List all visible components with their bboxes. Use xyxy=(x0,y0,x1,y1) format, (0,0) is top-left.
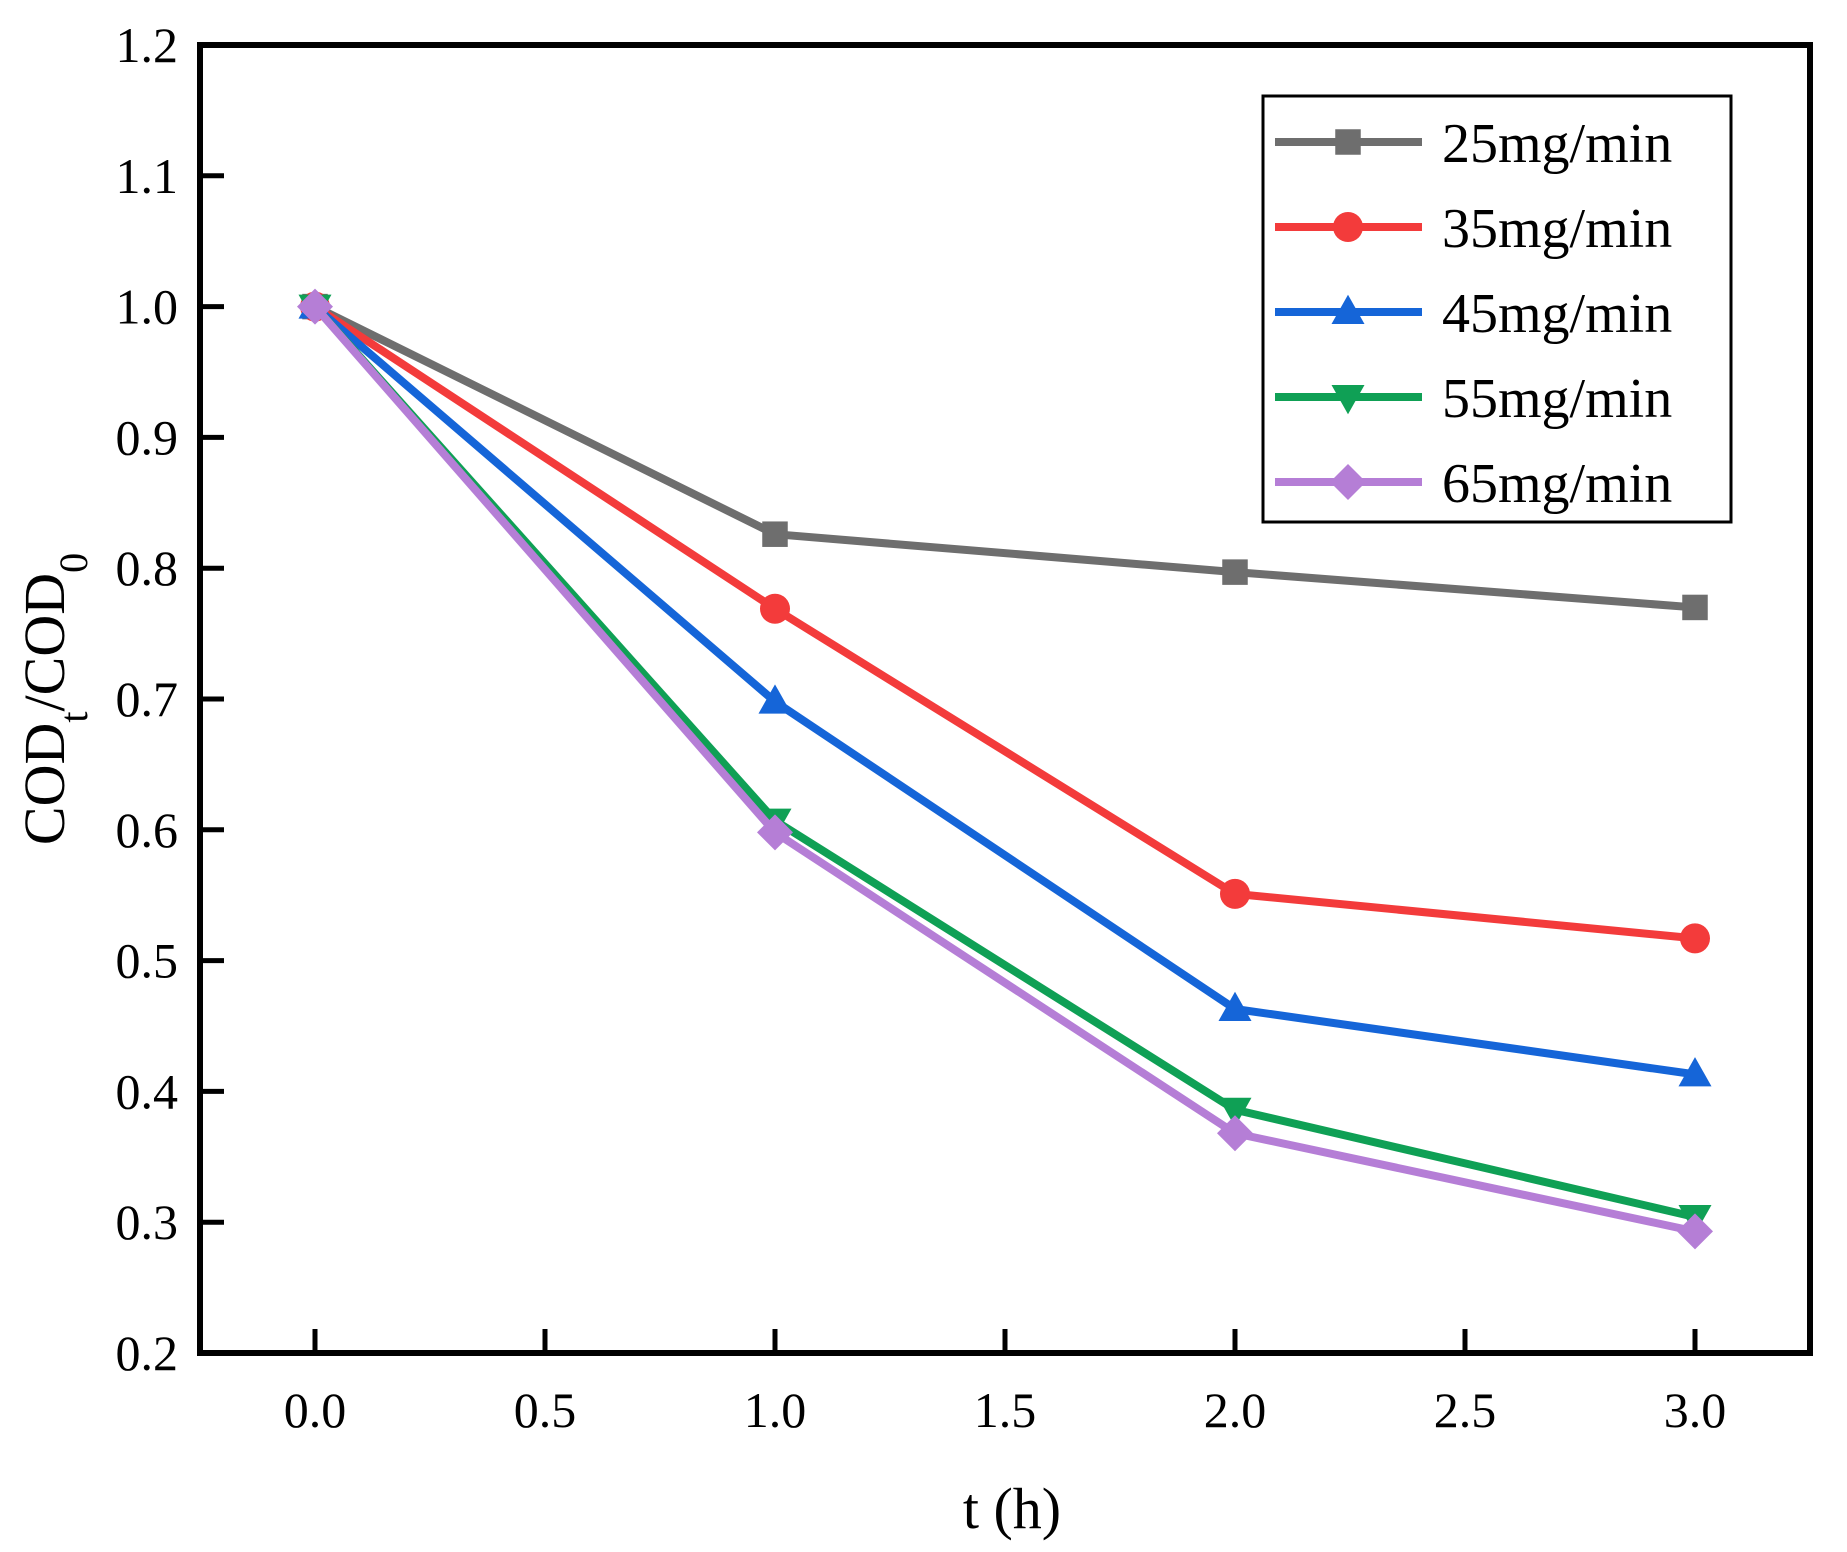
data-point xyxy=(1220,878,1250,909)
y-tick-label: 0.6 xyxy=(116,802,179,858)
legend-label: 55mg/min xyxy=(1442,368,1672,430)
y-axis-title-sub-t: t xyxy=(51,711,96,722)
legend-label: 25mg/min xyxy=(1442,113,1672,175)
legend-marker xyxy=(1330,464,1366,500)
y-axis-title-main: COD xyxy=(12,723,77,845)
y-tick-label: 0.5 xyxy=(116,933,179,989)
y-tick-label: 0.9 xyxy=(116,409,179,465)
x-tick-label: 3.0 xyxy=(1664,1382,1727,1438)
legend-item: 35mg/min xyxy=(1275,198,1672,260)
data-point xyxy=(1218,1097,1252,1127)
data-point xyxy=(1218,991,1252,1021)
legend-label: 45mg/min xyxy=(1442,283,1672,345)
data-point xyxy=(297,288,333,325)
y-tick-label: 1.2 xyxy=(116,17,179,73)
y-axis-title-sub-0: 0 xyxy=(51,553,96,573)
series-line xyxy=(311,303,1696,1236)
legend-marker xyxy=(1331,294,1365,324)
series-line xyxy=(313,303,1696,612)
data-point xyxy=(1682,594,1708,621)
x-tick-label: 0.0 xyxy=(284,1382,347,1438)
x-axis-title: t (h) xyxy=(963,1476,1061,1541)
legend-marker xyxy=(1333,212,1363,242)
y-tick-label: 1.0 xyxy=(116,279,179,335)
legend-marker xyxy=(1335,129,1361,155)
legend-item: 65mg/min xyxy=(1275,453,1672,515)
axis-ticks: 0.2 0.3 0.4 0.5 0.6 0.7 0.8 0.9 1.0 1.1 1.2 0.0 0.5 1… xyxy=(116,17,1727,1438)
y-tick-label: 0.8 xyxy=(116,540,179,596)
x-tick-label: 2.0 xyxy=(1204,1382,1267,1438)
x-tick-label: 1.0 xyxy=(744,1382,807,1438)
data-point xyxy=(1680,923,1710,954)
series-4 xyxy=(297,288,1713,1250)
y-tick-label: 0.2 xyxy=(116,1325,179,1381)
series-line xyxy=(312,303,1696,943)
data-point xyxy=(760,593,790,624)
legend-label: 65mg/min xyxy=(1442,453,1672,515)
x-tick-label: 0.5 xyxy=(514,1382,577,1438)
y-axis-title: CODt/COD0 xyxy=(12,553,96,845)
data-point xyxy=(762,521,788,547)
data-point xyxy=(1222,559,1248,585)
y-tick-label: 0.7 xyxy=(116,671,179,727)
x-tick-label: 2.5 xyxy=(1434,1382,1497,1438)
y-axis-title-sep: /COD xyxy=(12,573,77,712)
legend-label: 35mg/min xyxy=(1442,198,1672,260)
legend-item: 45mg/min xyxy=(1275,283,1672,345)
data-point xyxy=(757,814,793,851)
data-point xyxy=(758,684,792,714)
series-lines xyxy=(297,288,1713,1250)
y-tick-label: 0.3 xyxy=(116,1194,179,1250)
y-tick-label: 1.1 xyxy=(116,148,179,204)
y-tick-label: 0.4 xyxy=(116,1063,179,1119)
legend: 25mg/min 35mg/min 45mg/min 55mg/min 65mg/min xyxy=(1261,94,1733,524)
data-point xyxy=(1677,1213,1713,1250)
legend-marker xyxy=(1331,385,1365,415)
data-point xyxy=(1678,1057,1712,1087)
legend-item: 55mg/min xyxy=(1275,368,1672,430)
x-tick-label: 1.5 xyxy=(974,1382,1037,1438)
legend-item: 25mg/min xyxy=(1275,113,1672,175)
data-point xyxy=(1217,1115,1253,1152)
series-line xyxy=(312,303,1696,1079)
plot-frame xyxy=(197,42,1813,1356)
